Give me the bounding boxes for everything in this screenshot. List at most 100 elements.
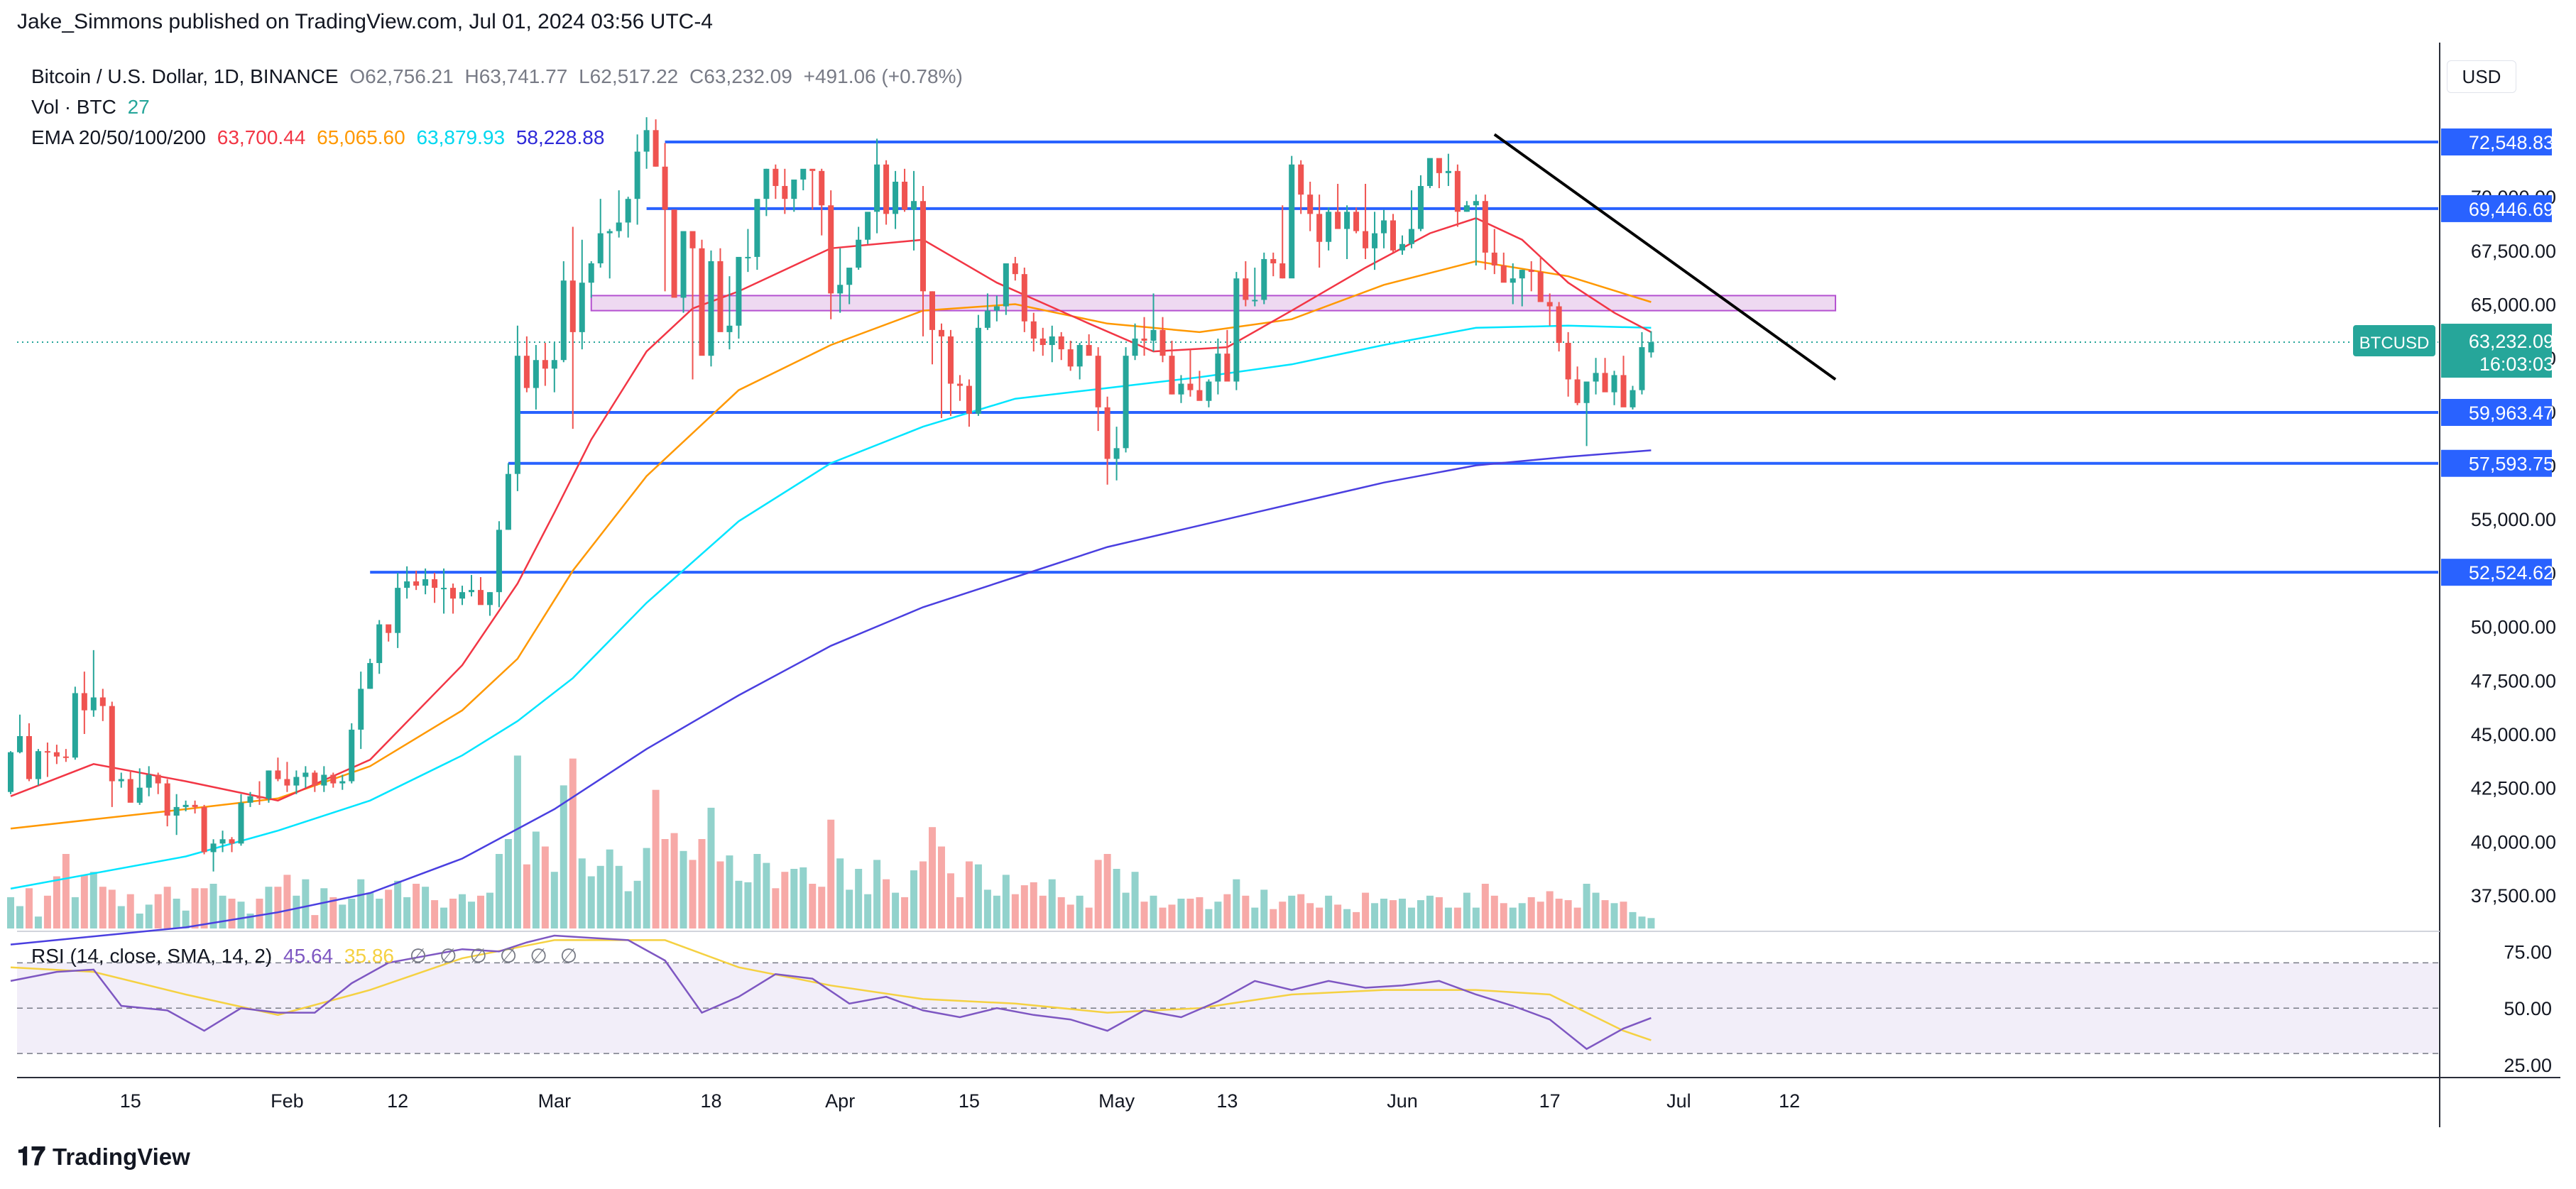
candle-body[interactable] xyxy=(164,783,170,816)
candle-body[interactable] xyxy=(26,735,32,779)
candle-body[interactable] xyxy=(1593,373,1599,382)
candle-body[interactable] xyxy=(643,130,650,152)
candle-body[interactable] xyxy=(1076,345,1083,367)
candle-body[interactable] xyxy=(938,329,944,336)
candle-body[interactable] xyxy=(459,592,466,599)
candle-body[interactable] xyxy=(653,130,659,167)
candle-body[interactable] xyxy=(99,697,106,706)
candle-body[interactable] xyxy=(1233,278,1240,382)
candle-body[interactable] xyxy=(1187,383,1194,390)
candle-body[interactable] xyxy=(1113,448,1120,459)
tradingview-footer[interactable]: 𝟏𝟕 TradingView xyxy=(17,1141,190,1172)
candle-body[interactable] xyxy=(828,205,834,294)
currency-selector[interactable]: USD xyxy=(2447,60,2516,93)
candle-body[interactable] xyxy=(551,360,557,369)
candle-body[interactable] xyxy=(1298,164,1304,195)
candle-body[interactable] xyxy=(247,796,253,803)
descending-trendline[interactable] xyxy=(1493,133,1837,381)
candle-body[interactable] xyxy=(625,199,631,223)
candle-body[interactable] xyxy=(358,689,364,730)
candle-body[interactable] xyxy=(1639,347,1645,390)
candle-body[interactable] xyxy=(1399,243,1405,251)
candle-body[interactable] xyxy=(505,473,511,530)
candle-body[interactable] xyxy=(1086,345,1092,356)
candle-body[interactable] xyxy=(413,581,420,586)
candle-body[interactable] xyxy=(1150,329,1157,341)
candle-body[interactable] xyxy=(127,779,133,803)
candle-body[interactable] xyxy=(404,581,410,588)
candle-body[interactable] xyxy=(367,663,373,689)
candle-body[interactable] xyxy=(736,256,742,326)
candle-body[interactable] xyxy=(293,777,300,786)
ema50-line[interactable] xyxy=(10,260,1652,830)
candle-body[interactable] xyxy=(1178,383,1184,395)
candle-body[interactable] xyxy=(173,806,180,816)
candle-body[interactable] xyxy=(745,256,751,258)
candle-body[interactable] xyxy=(1454,170,1461,212)
candle-body[interactable] xyxy=(62,756,69,758)
candle-body[interactable] xyxy=(920,201,927,292)
candle-body[interactable] xyxy=(846,268,853,285)
candle-body[interactable] xyxy=(671,209,677,298)
candle-body[interactable] xyxy=(1463,205,1470,212)
candle-body[interactable] xyxy=(238,802,244,844)
candle-body[interactable] xyxy=(1307,194,1314,214)
candle-body[interactable] xyxy=(330,774,337,784)
candle-body[interactable] xyxy=(302,772,309,777)
candle-body[interactable] xyxy=(1344,212,1350,229)
candle-body[interactable] xyxy=(284,779,290,786)
candle-body[interactable] xyxy=(588,263,594,283)
candle-body[interactable] xyxy=(53,752,60,757)
candle-body[interactable] xyxy=(1417,186,1424,229)
candle-body[interactable] xyxy=(109,706,115,782)
candle-body[interactable] xyxy=(800,168,807,180)
candle-body[interactable] xyxy=(856,239,862,268)
candle-body[interactable] xyxy=(1528,270,1534,273)
candle-body[interactable] xyxy=(911,201,917,210)
candle-body[interactable] xyxy=(229,839,235,844)
candle-body[interactable] xyxy=(579,283,585,332)
candle-body[interactable] xyxy=(966,385,972,414)
candle-body[interactable] xyxy=(1261,258,1267,300)
candle-body[interactable] xyxy=(477,590,484,606)
rsi-line[interactable] xyxy=(10,934,1652,1051)
candle-body[interactable] xyxy=(1436,158,1442,173)
candle-body[interactable] xyxy=(1363,231,1369,248)
resistance-zone[interactable] xyxy=(590,295,1837,312)
candle-body[interactable] xyxy=(256,796,263,799)
candle-body[interactable] xyxy=(469,590,474,593)
candle-body[interactable] xyxy=(339,781,346,784)
candle-body[interactable] xyxy=(1243,278,1249,300)
ema20-line[interactable] xyxy=(10,217,1652,802)
rsi-sma-line[interactable] xyxy=(10,939,1652,1041)
candle-body[interactable] xyxy=(560,280,567,361)
candle-body[interactable] xyxy=(376,624,383,664)
symbol-title[interactable]: Bitcoin / U.S. Dollar, 1D, BINANCE xyxy=(31,65,339,87)
candle-body[interactable] xyxy=(321,774,327,786)
candle-body[interactable] xyxy=(1602,373,1608,393)
candle-body[interactable] xyxy=(1426,158,1433,187)
candle-body[interactable] xyxy=(395,588,401,633)
candle-body[interactable] xyxy=(136,787,143,803)
candle-body[interactable] xyxy=(1381,220,1387,234)
candle-body[interactable] xyxy=(514,356,520,474)
candle-body[interactable] xyxy=(1648,342,1654,353)
candle-body[interactable] xyxy=(542,360,548,369)
ema100-line[interactable] xyxy=(10,324,1652,890)
candle-body[interactable] xyxy=(763,168,770,199)
candle-body[interactable] xyxy=(1546,302,1553,307)
candle-body[interactable] xyxy=(726,325,733,332)
candle-body[interactable] xyxy=(432,579,438,588)
candle-body[interactable] xyxy=(201,806,207,853)
candle-body[interactable] xyxy=(791,179,797,199)
candle-body[interactable] xyxy=(1279,263,1286,279)
candle-body[interactable] xyxy=(1372,233,1378,248)
candle-body[interactable] xyxy=(16,735,23,752)
candle-body[interactable] xyxy=(865,212,871,240)
candle-body[interactable] xyxy=(1104,407,1110,459)
candle-body[interactable] xyxy=(680,231,687,298)
candle-body[interactable] xyxy=(1095,356,1101,407)
candle-body[interactable] xyxy=(634,151,640,199)
candle-body[interactable] xyxy=(219,839,226,844)
